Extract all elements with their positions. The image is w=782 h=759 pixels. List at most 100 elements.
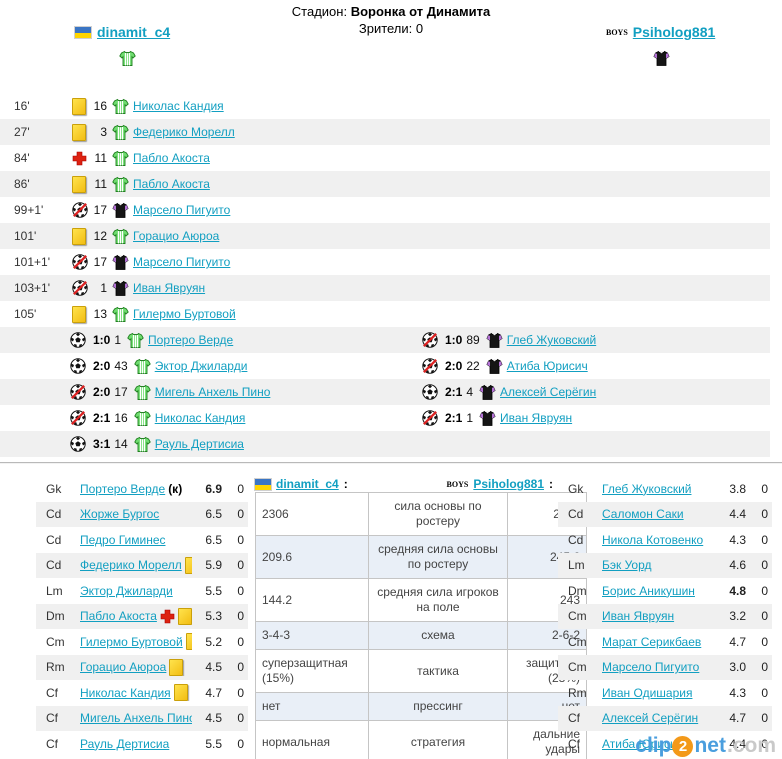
goal-score: 2:0: [445, 359, 463, 373]
lineup-rating: 4.7: [205, 685, 222, 700]
event-player-number: 17: [93, 255, 107, 269]
lineup-player-link[interactable]: Пабло Акоста: [80, 609, 157, 624]
away-shirt-icon: [479, 410, 496, 426]
away-shirt-icon: [486, 358, 503, 374]
event-player-number: 1: [100, 281, 107, 295]
goal-player-link[interactable]: Глеб Жуковский: [506, 333, 597, 347]
event-shirt-slot: [112, 280, 129, 297]
lineup-player-link[interactable]: Глеб Жуковский: [602, 481, 692, 496]
event-shirt-slot: [112, 150, 129, 167]
lineup-player-link[interactable]: Саломон Саки: [602, 507, 684, 522]
stats-home-team-link[interactable]: dinamit_c4: [276, 477, 339, 491]
lineup-extra: 0: [761, 609, 768, 624]
clip2net-watermark: clip 2 net .com: [635, 734, 776, 758]
lineup-player-link[interactable]: Марат Серикбаев: [602, 634, 702, 649]
goal-player-link[interactable]: Алексей Серёгин: [500, 385, 597, 399]
lineup-icons: [185, 633, 192, 651]
lineup-rating: 6.9: [205, 481, 222, 496]
event-player-number: 13: [93, 307, 107, 321]
watermark-com: .com: [726, 734, 776, 757]
lineup-player-link[interactable]: Жорже Бургос: [80, 507, 160, 522]
lineup-player-link[interactable]: Педро Гиминес: [80, 532, 166, 547]
event-player-link[interactable]: Пабло Акоста: [133, 151, 210, 165]
missed-goal-ball-icon: [70, 384, 86, 400]
event-icon-slot: [72, 305, 90, 323]
stat-label: средняя сила основы по ростеру: [368, 535, 508, 579]
event-time: 105': [14, 307, 37, 321]
goal-player-link[interactable]: Мигель Анхель Пино: [154, 385, 271, 399]
lineup-name-cell: Саломон Саки: [602, 507, 716, 521]
goal-player-link[interactable]: Эктор Джиларди: [154, 359, 248, 373]
goals-list: 1:0 1 Портеро Верде 1:0 89 Глеб Жуковски…: [0, 327, 770, 457]
lineup-rating: 3.2: [729, 609, 746, 624]
stats-away-team-link[interactable]: Psiholog881: [473, 477, 544, 491]
lineup-position: Cf: [568, 711, 580, 726]
lineup-row: Lm Бэк Уорд 4.6 0: [558, 552, 772, 578]
event-player-link[interactable]: Федерико Морелл: [133, 125, 235, 139]
event-player-link[interactable]: Пабло Акоста: [133, 177, 210, 191]
lineup-row: Cf Алексей Серёгин 4.7 0: [558, 705, 772, 731]
event-player-number: 11: [94, 151, 107, 165]
lineup-row: Cd Никола Котовенко 4.3 0: [558, 527, 772, 553]
stats-row: нетпрессингнет: [255, 692, 587, 721]
lineup-extra: 0: [761, 583, 768, 598]
goal-player-link[interactable]: Николас Кандия: [154, 411, 246, 425]
goal-entry: 2:0 43 Эктор Джиларди: [70, 353, 247, 379]
event-row: 16' 16 Николас Кандия: [0, 93, 770, 119]
lineup-player-link[interactable]: Горацио Аюроа: [80, 660, 167, 675]
event-time: 101+1': [14, 255, 50, 269]
stat-home-value: суперзащитная (15%): [255, 649, 369, 693]
lineup-extra: 0: [761, 507, 768, 522]
lineup-rating: 5.9: [205, 558, 222, 573]
lineup-player-link[interactable]: Иван Явруян: [602, 609, 675, 624]
lineup-position: Cf: [568, 736, 580, 751]
lineup-player-link[interactable]: Эктор Джиларди: [80, 583, 173, 598]
away-shirt-icon: [112, 202, 129, 218]
lineup-player-link[interactable]: Атиба Юрисич: [602, 736, 683, 751]
lineup-player-link[interactable]: Гилермо Буртовой: [80, 634, 183, 649]
event-player-link[interactable]: Марсело Пигуито: [133, 255, 231, 269]
event-player-link[interactable]: Марсело Пигуито: [133, 203, 231, 217]
goal-player-link[interactable]: Портеро Верде: [148, 333, 234, 347]
lineup-row: Cd Саломон Саки 4.4 0: [558, 501, 772, 527]
lineup-rating: 6.5: [205, 532, 222, 547]
goal-icon-slot: [70, 384, 86, 400]
lineup-player-link[interactable]: Федерико Морелл: [80, 558, 182, 573]
lineup-position: Rm: [568, 685, 587, 700]
home-team-link[interactable]: dinamit_c4: [97, 24, 171, 40]
goal-player-link[interactable]: Атиба Юрисич: [506, 359, 588, 373]
event-player-number: 16: [93, 99, 107, 113]
lineup-player-link[interactable]: Портеро Верде: [80, 481, 166, 496]
event-player-link[interactable]: Гилермо Буртовой: [133, 307, 236, 321]
event-shirt-slot: [112, 228, 129, 245]
event-icon-slot: [72, 227, 90, 245]
lineup-player-link[interactable]: Марсело Пигуито: [602, 660, 700, 675]
lineup-player-link[interactable]: Мигель Анхель Пино: [80, 711, 192, 726]
stat-home-value: 209.6: [255, 535, 369, 579]
yellow-card-icon: [173, 684, 188, 702]
lineup-rating: 4.8: [729, 583, 746, 598]
lineup-player-link[interactable]: Иван Одишария: [602, 685, 693, 700]
spectators-value: 0: [415, 21, 424, 36]
event-time: 27': [14, 125, 30, 139]
lineup-player-link[interactable]: Николас Кандия: [80, 685, 171, 700]
lineup-name-cell: Алексей Серёгин: [602, 711, 716, 725]
goal-icon-slot: [70, 410, 86, 426]
lineup-extra: 0: [761, 532, 768, 547]
lineup-player-link[interactable]: Борис Аникушин: [602, 583, 695, 598]
goal-player-link[interactable]: Иван Явруян: [500, 411, 573, 425]
event-player-link[interactable]: Иван Явруян: [133, 281, 206, 295]
lineup-player-link[interactable]: Рауль Дертисиа: [80, 736, 170, 751]
lineup-player-link[interactable]: Бэк Уорд: [602, 558, 652, 573]
lineup-player-link[interactable]: Алексей Серёгин: [602, 711, 699, 726]
event-player-link[interactable]: Горацио Аюроа: [133, 229, 220, 243]
yellow-card-icon: [72, 227, 86, 245]
lineup-player-link[interactable]: Никола Котовенко: [602, 532, 704, 547]
lineup-extra: 0: [237, 609, 244, 624]
goal-minute: 89: [466, 333, 480, 347]
goal-player-link[interactable]: Рауль Дертисиа: [154, 437, 244, 451]
event-time: 103+1': [14, 281, 50, 295]
goal-entry: 2:1 1 Иван Явруян: [422, 405, 572, 431]
event-player-link[interactable]: Николас Кандия: [133, 99, 224, 113]
away-team-link[interactable]: Psiholog881: [632, 24, 716, 40]
